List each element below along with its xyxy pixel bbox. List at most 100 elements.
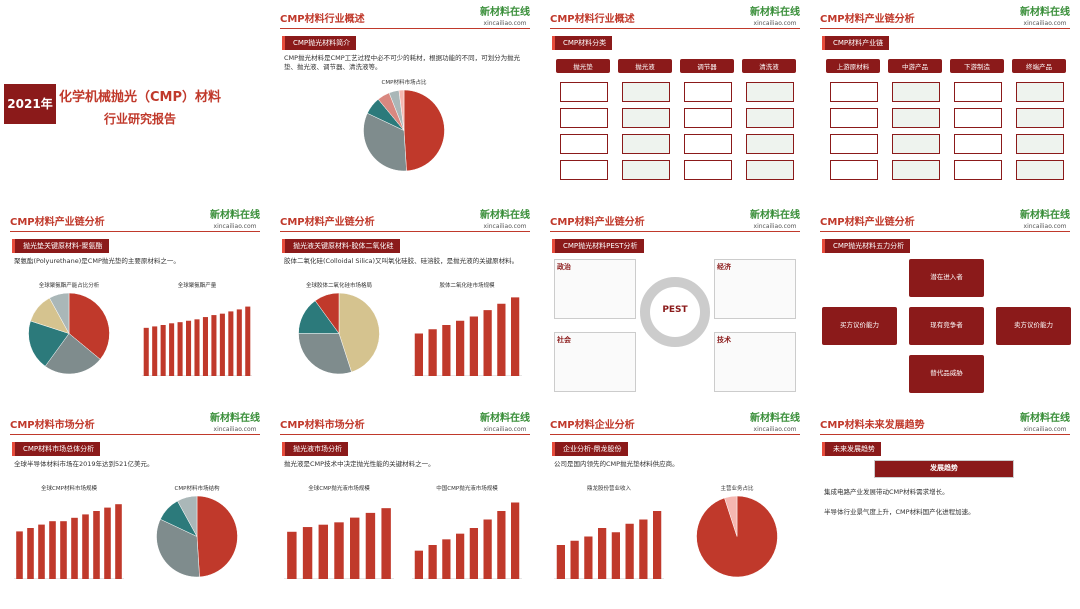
brand: 新材料在线 xincailiao.com — [1020, 7, 1070, 27]
pest-center: PEST — [662, 305, 688, 315]
chain-cell — [560, 160, 608, 180]
chart-title: 鼎龙股份营业收入 — [586, 486, 631, 492]
brand: 新材料在线 xincailiao.com — [750, 413, 800, 433]
chain-cell — [622, 160, 670, 180]
slide: CMP材料产业链分析 新材料在线 xincailiao.com 抛光液关键原材料-胶体… — [274, 207, 536, 402]
section-tag: 抛光液市场分析 — [282, 442, 348, 456]
paragraph: 抛光液是CMP技术中决定抛光性能的关键材料之一。 — [284, 460, 435, 468]
chart-title: 全球胶体二氧化硅市场格局 — [305, 283, 372, 289]
bar — [318, 524, 328, 579]
bar — [456, 533, 465, 579]
force-box: 现有竞争者 — [909, 307, 984, 345]
pie-slice — [49, 292, 70, 334]
bar — [287, 531, 297, 579]
bar — [483, 310, 492, 376]
slide-title: CMP材料产业链分析 — [820, 217, 915, 228]
slide: CMP材料产业链分析 新材料在线 xincailiao.com CMP材料产业链 上游原… — [814, 4, 1076, 199]
chain-cell — [830, 108, 878, 128]
chart-title: 全球CMP材料市场规模 — [41, 486, 97, 492]
pie-slice — [196, 495, 238, 578]
chain-cell — [684, 134, 732, 154]
section-tag: CMP材料市场总体分析 — [12, 442, 101, 456]
bar — [160, 325, 166, 376]
chart — [298, 292, 380, 375]
bar — [245, 306, 251, 376]
chart — [14, 504, 124, 579]
chart-title: 主营业务占比 — [720, 486, 754, 492]
bar — [16, 531, 23, 579]
slide-title: CMP材料产业链分析 — [10, 217, 105, 228]
chart — [363, 89, 445, 172]
slide-title: CMP材料行业概述 — [550, 14, 635, 25]
bar — [428, 545, 437, 579]
brand-url: xincailiao.com — [1023, 20, 1067, 27]
chain-header: 抛光液 — [618, 59, 672, 73]
bar — [469, 316, 478, 376]
slide: CMP材料未来发展趋势 新材料在线 xincailiao.com 未来发展趋势 发展趋势… — [814, 410, 1076, 605]
force-box: 卖方议价能力 — [996, 307, 1071, 345]
bar — [186, 320, 192, 376]
paragraph: 公司是国内领先的CMP抛光垫材料供应商。 — [554, 460, 679, 468]
chain-cell — [684, 160, 732, 180]
slide-title: CMP材料产业链分析 — [550, 217, 645, 228]
bar — [365, 512, 376, 579]
bar — [93, 511, 100, 579]
chain-cell — [892, 160, 940, 180]
section-tag: CMP抛光材料简介 — [282, 36, 357, 50]
chart — [156, 495, 238, 578]
brand-url: xincailiao.com — [1023, 223, 1067, 230]
rule — [550, 231, 800, 232]
brand-url: xincailiao.com — [483, 426, 527, 433]
chart — [28, 292, 110, 375]
bar — [236, 309, 242, 376]
paragraph: 全球半导体材料市场在2019年达到521亿美元。 — [14, 460, 154, 468]
brand-url: xincailiao.com — [483, 223, 527, 230]
trend-box: 发展趋势 — [874, 460, 1014, 478]
bar — [442, 325, 451, 376]
chain-cell — [830, 160, 878, 180]
bar — [202, 317, 208, 376]
chart — [554, 511, 664, 579]
chart-title: 胶体二氧化硅市场规模 — [439, 283, 495, 289]
rule — [280, 28, 530, 29]
chart — [696, 495, 778, 578]
chain-cell — [560, 82, 608, 102]
rule — [10, 231, 260, 232]
pest-box: 经济 — [714, 259, 796, 319]
rule — [10, 434, 260, 435]
bar — [511, 297, 520, 376]
bar — [177, 322, 183, 376]
paragraph: 聚氨酯(Polyurethane)是CMP抛光垫的主要原材料之一。 — [14, 257, 180, 265]
brand: 新材料在线 xincailiao.com — [1020, 413, 1070, 433]
paragraph: CMP抛光材料是CMP工艺过程中必不可少的耗材，根据功能的不同，可划分为抛光垫、… — [284, 54, 521, 71]
slide: CMP材料企业分析 新材料在线 xincailiao.com 企业分析-鼎龙股份 公司是… — [544, 410, 806, 605]
bar — [381, 508, 391, 579]
slide-title: CMP材料产业链分析 — [280, 217, 375, 228]
section-tag: 未来发展趋势 — [822, 442, 881, 456]
chart-title: 全球聚氨酯产量 — [177, 283, 217, 289]
section-tag: CMP抛光材料五力分析 — [822, 239, 911, 253]
brand: 新材料在线 xincailiao.com — [1020, 210, 1070, 230]
bar — [611, 532, 620, 579]
pie-slice — [68, 292, 110, 360]
pest-box: 社会 — [554, 332, 636, 392]
bar — [49, 521, 56, 579]
chain-header: 上游原材料 — [826, 59, 880, 73]
pie-slice — [314, 292, 340, 335]
chain-cell — [746, 108, 794, 128]
force-box: 替代品威胁 — [909, 355, 984, 393]
slide: CMP材料产业链分析 新材料在线 xincailiao.com CMP抛光材料PEST… — [544, 207, 806, 402]
slide: CMP材料产业链分析 新材料在线 xincailiao.com CMP抛光材料五力分析… — [814, 207, 1076, 402]
bar — [104, 507, 111, 579]
cover-subtitle: 行业研究报告 — [104, 112, 177, 126]
chain-cell — [622, 134, 670, 154]
bar — [143, 327, 149, 376]
rule — [280, 231, 530, 232]
section-tag: 抛光液关键原材料-胶体二氧化硅 — [282, 239, 400, 253]
chain-cell — [746, 134, 794, 154]
bar — [428, 329, 437, 376]
chain-cell — [1016, 160, 1064, 180]
bar — [497, 511, 506, 579]
slide: CMP材料行业概述 新材料在线 xincailiao.com CMP材料分类 抛光垫 抛光… — [544, 4, 806, 199]
brand-url: xincailiao.com — [213, 426, 257, 433]
